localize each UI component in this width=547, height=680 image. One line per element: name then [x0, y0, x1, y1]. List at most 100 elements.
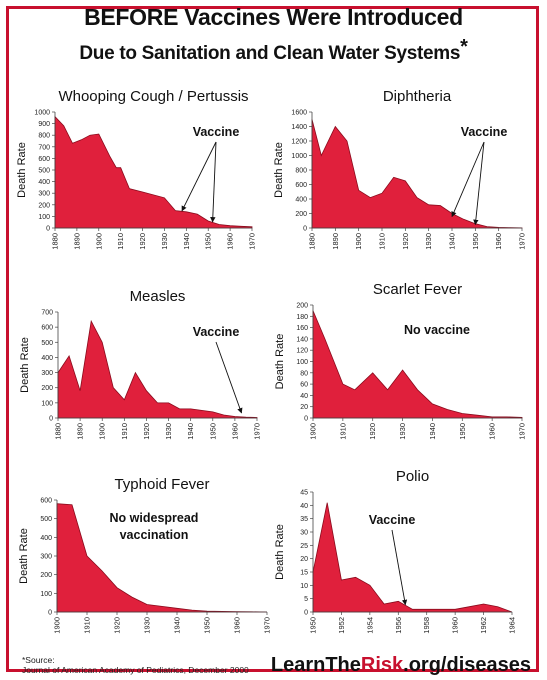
- x-tick-label-2-1900: 1900: [98, 423, 107, 440]
- area-series-3: [312, 310, 523, 419]
- y-tick-label-3-160: 160: [296, 325, 308, 332]
- area-series-0: [54, 115, 253, 229]
- annotation-3: No vaccine: [404, 323, 470, 337]
- annotation-arrow-5-0: [391, 529, 408, 606]
- y-tick-label-2-600: 600: [41, 325, 53, 332]
- annotation-arrow-0-0: [181, 141, 217, 212]
- y-tick-label-1-1000: 1000: [291, 153, 307, 160]
- x-tick-label-1-1920: 1920: [401, 233, 410, 250]
- x-tick-label-1-1900: 1900: [354, 233, 363, 250]
- x-tick-label-0-1910: 1910: [116, 233, 125, 250]
- x-tick-label-1-1940: 1940: [448, 233, 457, 250]
- x-tick-label-0-1940: 1940: [182, 233, 191, 250]
- x-tick-label-1-1960: 1960: [494, 233, 503, 250]
- page-subtitle: Due to Sanitation and Clean Water System…: [79, 36, 468, 64]
- y-tick-label-5-20: 20: [300, 556, 308, 563]
- x-tick-label-5-1958: 1958: [422, 617, 431, 634]
- asterisk-mark: *: [460, 36, 468, 58]
- y-tick-label-5-45: 45: [300, 490, 308, 497]
- chart-title-5: Polio: [396, 468, 429, 485]
- y-tick-label-0-400: 400: [38, 179, 50, 186]
- x-tick-label-4-1960: 1960: [233, 617, 242, 634]
- site-prefix: LearnThe: [270, 654, 361, 676]
- x-tick-label-2-1960: 1960: [230, 423, 239, 440]
- x-tick-label-1-1970: 1970: [518, 233, 527, 250]
- chart-title-2: Measles: [130, 288, 186, 305]
- y-tick-label-3-40: 40: [300, 393, 308, 400]
- x-tick-label-4-1940: 1940: [173, 617, 182, 634]
- source-text: Journal of American Academy of Pediatric…: [22, 665, 249, 675]
- source-label: *Source:: [22, 655, 55, 665]
- x-tick-label-3-1950: 1950: [458, 423, 467, 440]
- y-tick-label-4-300: 300: [40, 554, 52, 561]
- y-tick-label-4-600: 600: [40, 498, 52, 505]
- area-series-1: [311, 119, 523, 229]
- y-tick-label-5-5: 5: [304, 596, 308, 603]
- annotation-5: Vaccine: [369, 513, 416, 527]
- annotation-2: Vaccine: [193, 325, 240, 339]
- site-highlight: Risk: [360, 654, 404, 676]
- x-tick-label-0-1960: 1960: [226, 233, 235, 250]
- y-tick-label-5-35: 35: [300, 516, 308, 523]
- x-tick-label-2-1930: 1930: [164, 423, 173, 440]
- y-axis-label-1: Death Rate: [273, 142, 285, 198]
- y-tick-label-4-500: 500: [40, 516, 52, 523]
- y-tick-label-2-200: 200: [41, 385, 53, 392]
- y-axis-label-0: Death Rate: [16, 142, 28, 198]
- x-tick-label-0-1970: 1970: [248, 233, 257, 250]
- y-tick-label-1-600: 600: [295, 182, 307, 189]
- annotation-arrow-1-0: [451, 141, 485, 218]
- y-tick-label-1-1200: 1200: [291, 139, 307, 146]
- y-tick-label-1-800: 800: [295, 168, 307, 175]
- site-link[interactable]: LearnTheRisk.org/diseases: [271, 654, 531, 677]
- x-tick-label-4-1930: 1930: [143, 617, 152, 634]
- y-tick-label-1-0: 0: [303, 226, 307, 233]
- x-tick-label-2-1890: 1890: [76, 423, 85, 440]
- x-tick-label-3-1970: 1970: [518, 423, 527, 440]
- x-tick-label-0-1950: 1950: [204, 233, 213, 250]
- annotation-arrow-2-0: [215, 341, 243, 414]
- annotation-4-line2: vaccination: [120, 528, 189, 542]
- x-tick-label-4-1920: 1920: [113, 617, 122, 634]
- x-tick-label-1-1890: 1890: [331, 233, 340, 250]
- y-tick-label-5-40: 40: [300, 503, 308, 510]
- y-tick-label-0-100: 100: [38, 214, 50, 221]
- y-tick-label-3-80: 80: [300, 370, 308, 377]
- x-tick-label-2-1970: 1970: [253, 423, 262, 440]
- y-tick-label-0-200: 200: [38, 202, 50, 209]
- y-tick-label-2-300: 300: [41, 370, 53, 377]
- annotation-4: No widespread: [110, 511, 199, 525]
- y-tick-label-1-1600: 1600: [291, 110, 307, 117]
- x-tick-label-3-1920: 1920: [368, 423, 377, 440]
- x-tick-label-2-1910: 1910: [120, 423, 129, 440]
- x-tick-label-5-1956: 1956: [394, 617, 403, 634]
- chart-title-4: Typhoid Fever: [114, 476, 209, 493]
- source-citation: *Source: Journal of American Academy of …: [22, 655, 249, 675]
- area-series-5: [312, 502, 513, 613]
- x-tick-label-2-1940: 1940: [186, 423, 195, 440]
- x-tick-label-1-1930: 1930: [424, 233, 433, 250]
- x-tick-label-0-1900: 1900: [94, 233, 103, 250]
- y-axis-label-5: Death Rate: [274, 524, 286, 580]
- x-tick-label-5-1954: 1954: [365, 617, 374, 634]
- annotation-arrow-1-1: [473, 141, 485, 226]
- y-tick-label-0-800: 800: [38, 133, 50, 140]
- x-tick-label-0-1920: 1920: [138, 233, 147, 250]
- y-tick-label-0-500: 500: [38, 168, 50, 175]
- y-axis-label-4: Death Rate: [18, 528, 30, 584]
- x-tick-label-4-1900: 1900: [53, 617, 62, 634]
- x-tick-label-1-1910: 1910: [378, 233, 387, 250]
- x-tick-label-0-1930: 1930: [160, 233, 169, 250]
- x-tick-label-1-1950: 1950: [471, 233, 480, 250]
- site-suffix: .org/diseases: [403, 654, 531, 676]
- x-tick-label-3-1940: 1940: [428, 423, 437, 440]
- area-series-2: [57, 319, 258, 419]
- x-tick-label-2-1880: 1880: [54, 423, 63, 440]
- x-tick-label-4-1970: 1970: [263, 617, 272, 634]
- chart-title-3: Scarlet Fever: [373, 281, 462, 298]
- x-tick-label-0-1890: 1890: [72, 233, 81, 250]
- page-title: BEFORE Vaccines Were Introduced: [84, 4, 463, 30]
- y-tick-label-1-400: 400: [295, 197, 307, 204]
- x-tick-label-5-1960: 1960: [451, 617, 460, 634]
